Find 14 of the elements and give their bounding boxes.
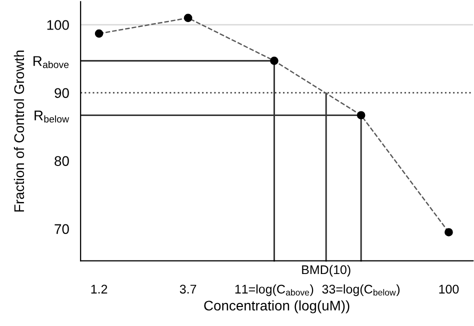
y-tick-label: 80 bbox=[54, 156, 69, 166]
y-tick-label: R$_{above}$ bbox=[34, 56, 69, 68]
x-tick-label: 100 bbox=[439, 284, 459, 294]
y-tick-label: 90 bbox=[54, 88, 69, 98]
x-tick-label: 1.2 bbox=[91, 284, 108, 294]
x-axis-title: Concentration (log(uM)) bbox=[204, 300, 350, 314]
x-tick-label: 3.7 bbox=[180, 284, 196, 294]
x-tick-label: 11=log(C$_{above}$) bbox=[235, 284, 314, 296]
y-tick-label: 70 bbox=[54, 224, 69, 234]
y-axis-title: Fraction of Control Growth bbox=[14, 50, 24, 212]
y-tick-label: R$_{below}$ bbox=[34, 110, 70, 123]
x-tick-label: 33=log(C$_{below}$) bbox=[322, 284, 400, 296]
ref-line-label: BMD(10) bbox=[302, 264, 350, 277]
y-tick-label: 100 bbox=[47, 20, 69, 30]
